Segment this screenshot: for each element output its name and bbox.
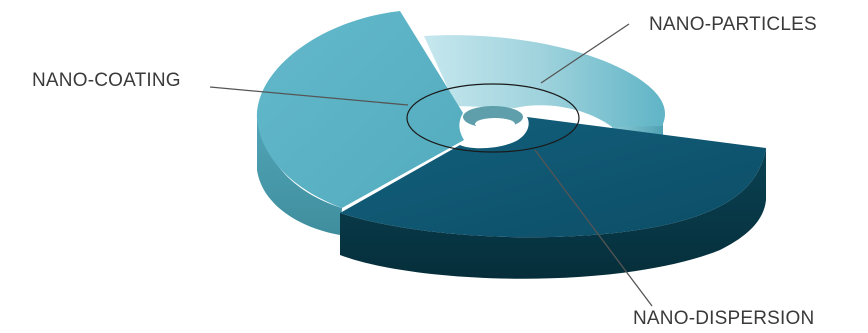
inner-ring [406, 83, 580, 153]
segment-nano-dispersion-top [340, 117, 766, 238]
center-hole-inner [475, 118, 515, 130]
leader-line-particles [540, 23, 630, 84]
leader-line-coating [209, 86, 409, 106]
label-nano-coating: NANO-COATING [32, 70, 181, 91]
segment-nano-dispersion-side [340, 148, 766, 279]
segment-nano-dispersion [340, 117, 766, 279]
segment-nano-coating-side [257, 110, 342, 235]
segment-nano-coating [256, 11, 464, 235]
leader-line-dispersion [534, 149, 653, 307]
label-nano-particles: NANO-PARTICLES [649, 14, 817, 35]
label-nano-dispersion: NANO-DISPERSION [633, 308, 815, 329]
segment-nano-coating-top [256, 11, 464, 208]
